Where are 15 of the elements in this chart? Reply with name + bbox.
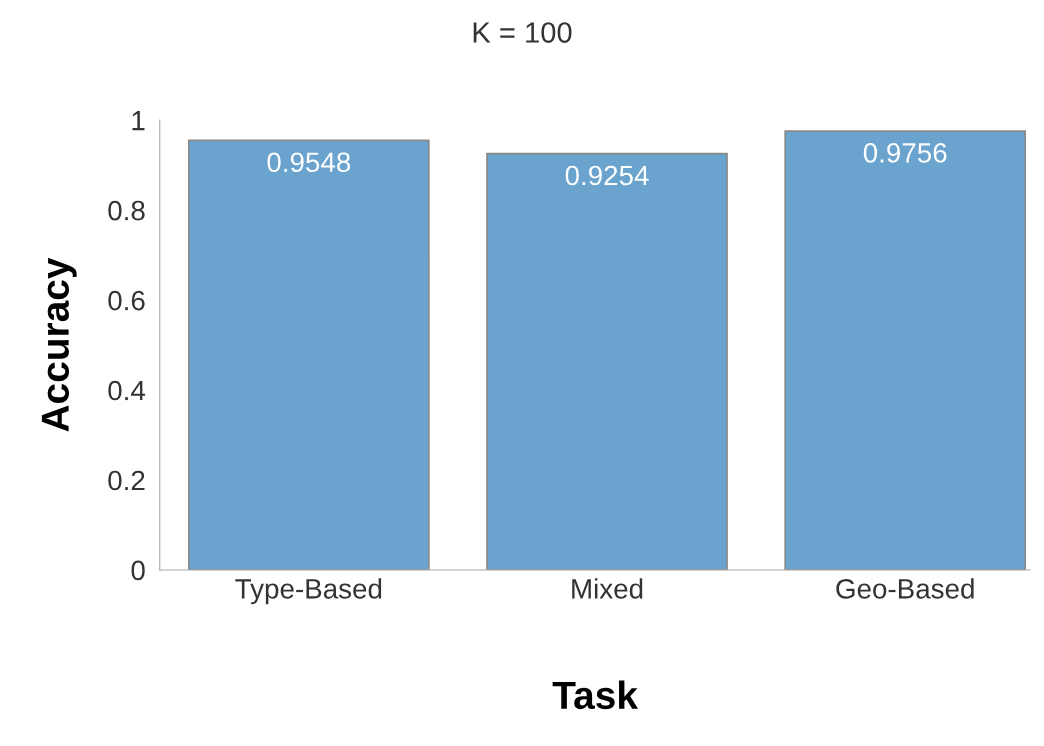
y-tick-label: 0.2 (108, 470, 145, 491)
x-tick-label: Type-Based (235, 578, 382, 605)
chart-title: K = 100 (473, 22, 572, 43)
x-tick-label: Geo-Based (836, 578, 974, 599)
y-tick-label: 1 (132, 111, 145, 131)
x-tick-label: Mixed (572, 578, 643, 599)
data-label: 0.9254 (565, 165, 649, 186)
y-tick-label: 0.4 (108, 380, 146, 401)
y-tick-label: 0 (131, 560, 145, 581)
y-axis-title: Accuracy (41, 257, 77, 432)
x-axis-title: Task (552, 680, 639, 710)
data-label: 0.9756 (863, 143, 947, 163)
y-tick-label: 0.8 (108, 200, 145, 221)
y-tick-label: 0.6 (108, 290, 145, 311)
data-label: 0.9548 (267, 152, 351, 173)
